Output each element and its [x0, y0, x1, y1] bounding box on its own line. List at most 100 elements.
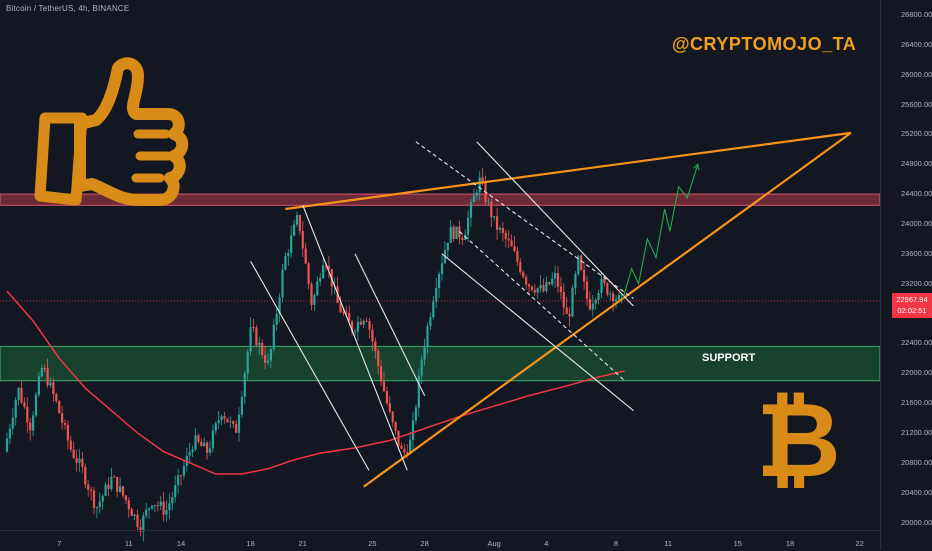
- candle-body: [534, 290, 536, 292]
- candle-body: [252, 327, 254, 328]
- candle-body: [511, 240, 513, 246]
- moving-average-layer: [7, 291, 625, 474]
- price-tick-label: 20400.00: [901, 488, 932, 497]
- candle-body: [618, 295, 620, 299]
- candle-body: [49, 382, 51, 385]
- last-price-tag: 22967.94 02:02:51: [892, 293, 932, 318]
- candle-body: [313, 295, 315, 305]
- candle-body: [299, 215, 301, 231]
- candle-body: [221, 416, 223, 420]
- candle-body: [78, 459, 80, 463]
- candle-body: [493, 216, 495, 217]
- candle-body: [609, 294, 611, 295]
- channel-line: [416, 142, 634, 299]
- candle-body: [52, 382, 54, 394]
- candle-body: [400, 446, 402, 449]
- candle-body: [371, 330, 373, 342]
- candle-body: [223, 416, 225, 418]
- candle-body: [516, 251, 518, 261]
- candle-body: [107, 485, 109, 489]
- candle-body: [374, 341, 376, 351]
- candle-body: [429, 317, 431, 326]
- candle-body: [281, 270, 283, 298]
- time-tick-label: Aug: [488, 539, 501, 548]
- candle-body: [55, 394, 57, 401]
- time-tick-label: 7: [57, 539, 61, 548]
- time-tick-label: 4: [544, 539, 548, 548]
- candle-body: [197, 435, 199, 442]
- candle-body: [566, 307, 568, 314]
- time-axis[interactable]: 7 11 14 18 21 25 28 Aug 4 8 11 15 18 22: [0, 530, 880, 551]
- projection-path: [623, 164, 698, 298]
- candle-body: [502, 228, 504, 233]
- candle-body: [522, 272, 524, 277]
- candle-body: [302, 231, 304, 248]
- candle-body: [415, 408, 417, 421]
- candle-body: [308, 263, 310, 284]
- candle-body: [270, 349, 272, 360]
- candle-body: [363, 321, 365, 325]
- candle-body: [571, 288, 573, 317]
- candle-body: [424, 347, 426, 359]
- candle-body: [368, 321, 370, 329]
- candle-body: [574, 274, 576, 288]
- moving-average-line: [7, 291, 625, 474]
- candle-body: [244, 373, 246, 397]
- candle-body: [29, 423, 31, 431]
- candle-body: [557, 273, 559, 287]
- price-axis[interactable]: 20000.00 20400.00 20800.00 21200.00 21600.00…: [880, 0, 932, 550]
- candle-body: [96, 507, 98, 508]
- candle-body: [580, 256, 582, 270]
- candle-body: [122, 486, 124, 495]
- candle-body: [148, 508, 150, 509]
- candle-body: [35, 395, 37, 416]
- candle-body: [563, 292, 565, 307]
- candle-body: [453, 227, 455, 239]
- candle-body: [38, 376, 40, 394]
- candle-body: [229, 421, 231, 422]
- price-tick-label: 23600.00: [901, 249, 932, 258]
- candle-body: [241, 397, 243, 415]
- candle-body: [342, 312, 344, 313]
- candle-body: [586, 282, 588, 299]
- candle-body: [76, 458, 78, 463]
- time-tick-label: 15: [734, 539, 742, 548]
- candle-body: [81, 459, 83, 467]
- candle-body: [90, 490, 92, 491]
- candle-body: [487, 202, 489, 203]
- candle-body: [12, 418, 14, 429]
- candle-body: [513, 246, 515, 251]
- candle-body: [99, 502, 101, 508]
- candle-body: [226, 419, 228, 423]
- time-tick-label: 28: [420, 539, 428, 548]
- candle-body: [255, 327, 257, 345]
- candle-body: [505, 233, 507, 239]
- candle-body: [386, 391, 388, 403]
- candle-body: [44, 368, 46, 369]
- candle-body: [595, 300, 597, 304]
- candle-body: [64, 423, 66, 425]
- candle-body: [9, 429, 11, 439]
- candle-body: [319, 278, 321, 282]
- candle-body: [171, 497, 173, 503]
- candle-body: [206, 443, 208, 453]
- candle-body: [496, 216, 498, 230]
- time-tick-label: 18: [786, 539, 794, 548]
- candle-body: [183, 466, 185, 475]
- candle-body: [215, 423, 217, 431]
- candle-body: [218, 420, 220, 423]
- price-tick-label: 26800.00: [901, 10, 932, 19]
- candle-body: [354, 331, 356, 332]
- candle-body: [128, 500, 130, 509]
- candle-body: [163, 502, 165, 515]
- candle-body: [151, 506, 153, 509]
- candle-body: [84, 467, 86, 484]
- candle-body: [273, 325, 275, 349]
- candle-body: [145, 510, 147, 516]
- candle-body: [421, 359, 423, 375]
- candle-body: [467, 218, 469, 235]
- candle-body: [554, 273, 556, 279]
- candle-body: [412, 420, 414, 439]
- price-tick-label: 21600.00: [901, 398, 932, 407]
